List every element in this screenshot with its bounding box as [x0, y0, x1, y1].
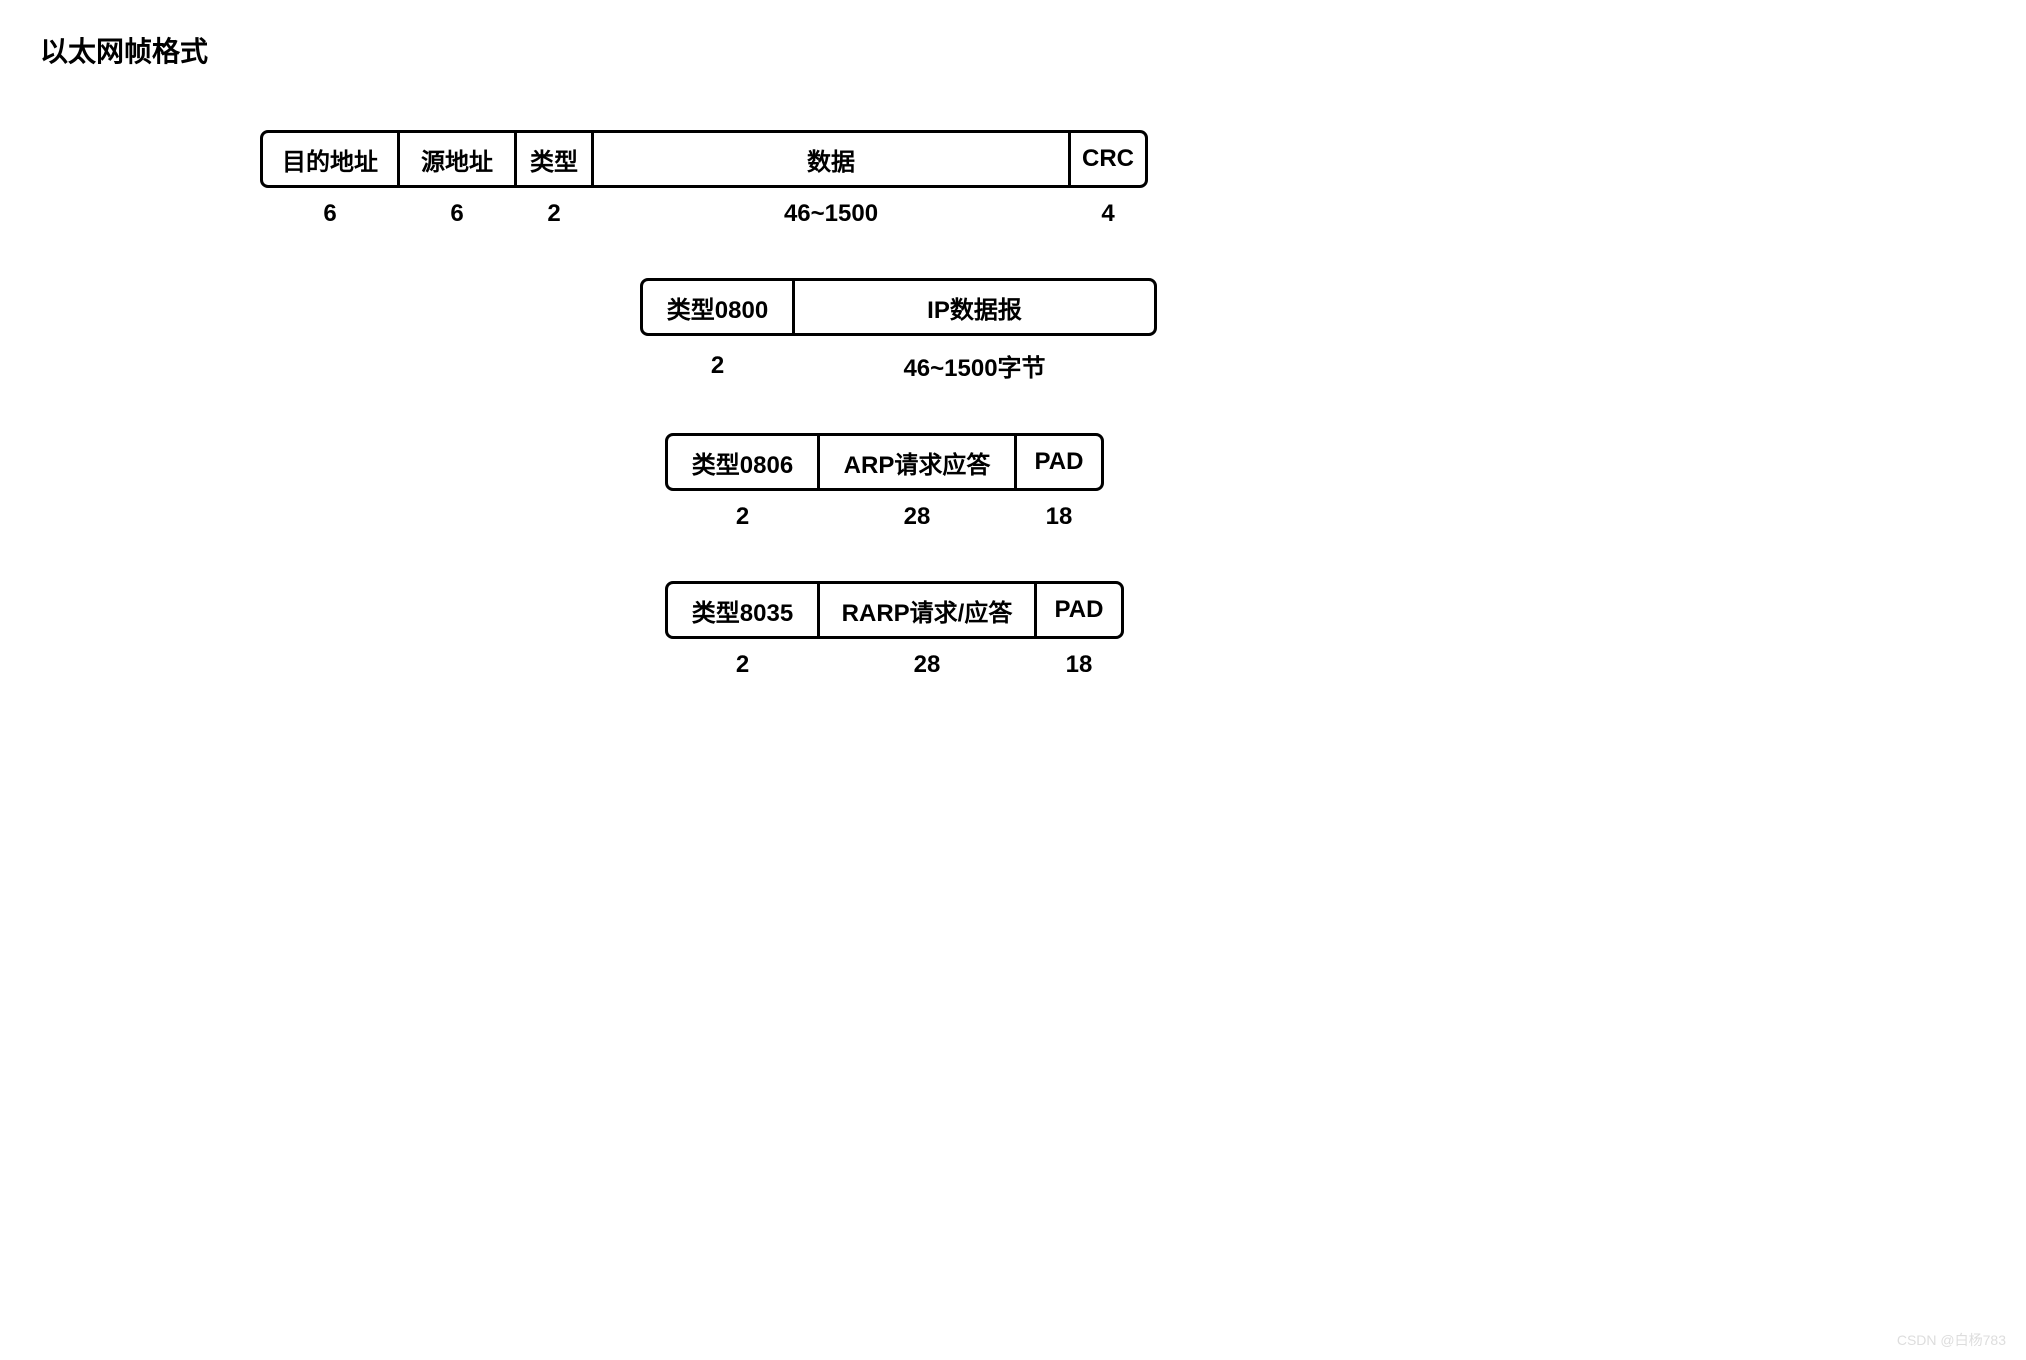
cell-arp: ARP请求应答 — [817, 433, 1017, 491]
label-type-0806-size: 2 — [665, 503, 820, 531]
label-rarp-size: 28 — [817, 651, 1037, 679]
diagram-title: 以太网帧格式 — [40, 30, 1986, 70]
label-rarp-pad-size: 18 — [1034, 651, 1124, 679]
cell-type-8035: 类型8035 — [665, 581, 820, 639]
label-crc-size: 4 — [1068, 200, 1148, 228]
watermark-text: CSDN @白杨783 — [1897, 1330, 2006, 1350]
label-src-addr-size: 6 — [397, 200, 517, 228]
cell-rarp-pad: PAD — [1034, 581, 1124, 639]
frame-row-main: 目的地址 源地址 类型 数据 CRC 6 6 2 46~1500 4 — [260, 130, 1986, 228]
label-data-size: 46~1500 — [591, 200, 1071, 228]
cell-type: 类型 — [514, 130, 594, 188]
label-dest-addr-size: 6 — [260, 200, 400, 228]
cell-ip-datagram: IP数据报 — [792, 278, 1157, 336]
cell-arp-pad: PAD — [1014, 433, 1104, 491]
frame-row-rarp: 类型8035 RARP请求/应答 PAD 2 28 18 — [665, 581, 1986, 679]
label-arp-size: 28 — [817, 503, 1017, 531]
label-ip-datagram-size: 46~1500字节 — [792, 348, 1157, 383]
label-arp-pad-size: 18 — [1014, 503, 1104, 531]
cell-type-0800: 类型0800 — [640, 278, 795, 336]
cell-rarp: RARP请求/应答 — [817, 581, 1037, 639]
frame-row-ip: 类型0800 IP数据报 2 46~1500字节 — [640, 278, 1986, 383]
cell-type-0806: 类型0806 — [665, 433, 820, 491]
cell-data: 数据 — [591, 130, 1071, 188]
ethernet-frame-diagram: 目的地址 源地址 类型 数据 CRC 6 6 2 46~1500 4 类型080… — [40, 130, 1986, 679]
cell-crc: CRC — [1068, 130, 1148, 188]
label-type-8035-size: 2 — [665, 651, 820, 679]
frame-row-arp: 类型0806 ARP请求应答 PAD 2 28 18 — [665, 433, 1986, 531]
label-type-size: 2 — [514, 200, 594, 228]
cell-dest-addr: 目的地址 — [260, 130, 400, 188]
cell-src-addr: 源地址 — [397, 130, 517, 188]
label-type-0800-size: 2 — [640, 348, 795, 383]
